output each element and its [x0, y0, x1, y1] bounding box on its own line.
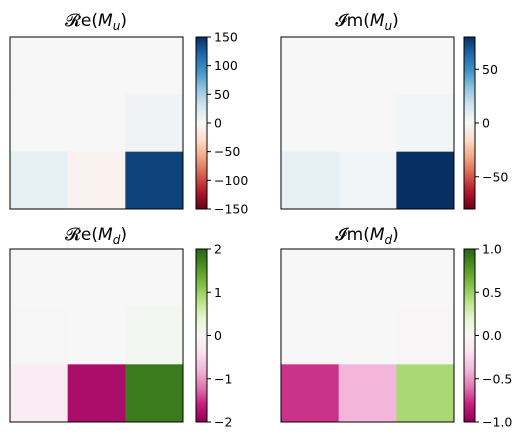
- heatmap-cell: [125, 364, 184, 423]
- heatmap-cell: [67, 306, 126, 365]
- title-prefix: 𝓘m(: [335, 11, 370, 31]
- colorbar-tick-label: 1.0: [482, 242, 502, 257]
- heatmap-cell: [396, 151, 455, 210]
- heatmap-cell: [67, 37, 126, 95]
- heatmap-panel-2: 𝓘m(Mu) 50 0 −50: [280, 11, 508, 210]
- heatmap-cell: [338, 94, 397, 153]
- colorbar-tick-label: 150: [214, 30, 238, 45]
- heatmap-cell: [125, 306, 184, 365]
- colorbar: [464, 37, 475, 209]
- title-suffix: ): [120, 225, 127, 245]
- heatmap-cell: [338, 306, 397, 365]
- title-variable: M: [370, 225, 385, 245]
- title-prefix: 𝓘m(: [335, 225, 370, 245]
- colorbar-tick-label: 0: [214, 328, 222, 343]
- heatmap-cell: [281, 94, 340, 153]
- heatmap-cell: [281, 37, 340, 95]
- heatmap-cell: [396, 37, 455, 95]
- panel-title: 𝓘m(Mu): [335, 11, 399, 33]
- heatmap-cell: [338, 249, 397, 308]
- heatmap-cell: [338, 364, 397, 423]
- heatmap-cell: [67, 94, 126, 153]
- heatmap-cell: [396, 306, 455, 365]
- title-prefix: 𝓡e(: [65, 11, 98, 31]
- title-suffix: ): [392, 225, 399, 245]
- colorbar-tick-label: −150: [214, 202, 248, 217]
- heatmap-cell: [125, 37, 184, 95]
- heatmap-panel-3: 𝓡e(Md) 2 1 0 −1 −2: [9, 225, 232, 430]
- heatmap-cell: [10, 364, 69, 423]
- title-variable: M: [98, 225, 113, 245]
- heatmap-cell: [281, 364, 340, 423]
- title-prefix: 𝓡e(: [65, 225, 98, 245]
- heatmap-cell: [281, 151, 340, 210]
- colorbar-tick-label: −1.0: [482, 415, 512, 430]
- colorbar-tick-label: −0.5: [482, 371, 512, 386]
- heatmap-cell: [67, 249, 126, 308]
- panel-title: 𝓡e(Mu): [65, 11, 127, 33]
- heatmap-panel-1: 𝓡e(Mu) 150 100 50 0 −50 −100 −150: [9, 11, 248, 217]
- colorbar-tick-label: 0: [214, 116, 222, 131]
- heatmap-cell: [125, 94, 184, 153]
- colorbar-tick-label: 1: [214, 285, 222, 300]
- heatmap-frame: [280, 36, 455, 210]
- colorbar: [464, 249, 475, 422]
- title-variable: M: [370, 11, 385, 31]
- title-variable: M: [98, 11, 113, 31]
- colorbar-tick-label: −100: [214, 173, 248, 188]
- heatmap-cell: [281, 249, 340, 308]
- colorbar-tick-label: 50: [482, 62, 498, 77]
- colorbar-tick-label: 0.5: [482, 285, 502, 300]
- title-subscript: d: [385, 233, 393, 247]
- colorbar-tick-label: −50: [214, 144, 240, 159]
- colorbar-tick-label: 50: [214, 87, 230, 102]
- colorbar-tick-label: −2: [214, 415, 232, 430]
- heatmap-cell: [281, 306, 340, 365]
- colorbar-tick-label: −50: [482, 169, 508, 184]
- title-subscript: u: [113, 19, 121, 33]
- colorbar-tick-label: −1: [214, 371, 232, 386]
- title-suffix: ): [120, 11, 127, 31]
- heatmap-cell: [10, 37, 69, 95]
- panel-title: 𝓘m(Md): [335, 225, 399, 247]
- heatmap-cell: [396, 94, 455, 153]
- heatmap-cell: [10, 249, 69, 308]
- colorbar-tick-label: 100: [214, 58, 238, 73]
- heatmap-cell: [338, 151, 397, 210]
- heatmap-cell: [10, 151, 69, 210]
- heatmap-frame: [9, 248, 184, 423]
- heatmap-frame: [9, 36, 184, 210]
- heatmap-cell: [10, 306, 69, 365]
- colorbar: [196, 249, 207, 422]
- colorbar: [196, 37, 207, 209]
- colorbar-tick-label: 0: [482, 116, 490, 131]
- heatmap-cell: [396, 364, 455, 423]
- heatmap-cell: [396, 249, 455, 308]
- title-subscript: u: [385, 19, 393, 33]
- heatmap-cell: [67, 151, 126, 210]
- heatmap-cell: [10, 94, 69, 153]
- heatmap-frame: [280, 248, 455, 423]
- heatmap-cell: [67, 364, 126, 423]
- heatmap-cell: [125, 151, 184, 210]
- heatmap-panel-4: 𝓘m(Md) 1.0 0.5 0.0 −0.5 −1.0: [280, 225, 512, 430]
- title-subscript: d: [113, 233, 121, 247]
- title-suffix: ): [392, 11, 399, 31]
- colorbar-tick-label: 2: [214, 242, 222, 257]
- heatmap-cell: [338, 37, 397, 95]
- panel-title: 𝓡e(Md): [65, 225, 127, 247]
- heatmap-cell: [125, 249, 184, 308]
- colorbar-tick-label: 0.0: [482, 328, 502, 343]
